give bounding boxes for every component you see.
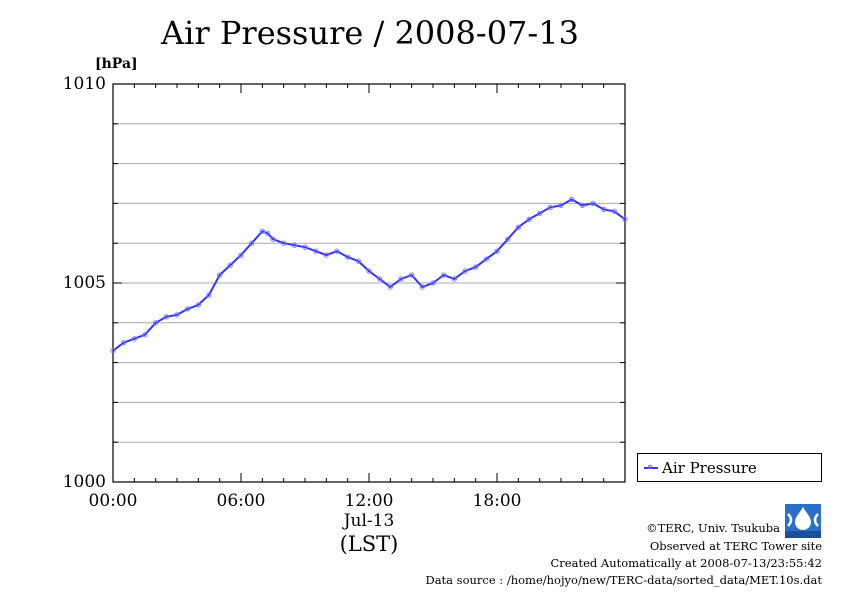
footer-source: Data source : /home/hojyo/new/TERC-data/… [425,573,822,587]
data-point [537,210,543,217]
data-point [345,254,351,260]
grid-lines [113,123,625,443]
data-point [249,240,255,246]
data-point [483,256,489,262]
data-point [163,314,169,320]
data-point [398,276,404,282]
data-point [473,264,479,270]
data-point [355,258,361,264]
data-point [195,302,201,308]
data-point [174,312,180,318]
axis-ticks [112,83,626,483]
data-point [366,268,372,274]
x-tick-label: 00:00 [88,491,138,511]
data-point [270,236,276,242]
data-point [334,248,340,254]
data-point [377,276,383,282]
x-date-label: Jul-13 [343,511,395,531]
legend: Air Pressure [637,453,822,482]
data-point [281,240,287,246]
data-point [323,252,329,258]
data-point [291,242,297,248]
chart-title: Air Pressure / 2008-07-13 [161,14,579,52]
y-axis-unit: [hPa] [95,56,138,72]
data-point [430,280,436,286]
data-point [547,204,553,211]
y-tick-label: 1010 [62,74,106,94]
legend-swatch [644,464,658,469]
data-point [313,248,319,254]
series-air-pressure [110,196,628,354]
data-point [409,272,415,278]
footer-copyright: ©TERC, Univ. Tsukuba [646,521,780,535]
data-point [515,224,521,230]
data-point [206,292,212,298]
y-tick-label: 1005 [62,273,106,293]
data-point [419,284,425,290]
data-point [441,272,447,278]
data-point [153,320,159,326]
data-point [259,228,265,234]
data-point [494,248,500,254]
footer-created: Created Automatically at 2008-07-13/23:5… [550,556,823,570]
data-point [526,216,532,222]
legend-label: Air Pressure [662,458,757,477]
data-point [121,340,127,346]
data-point [302,244,308,250]
data-point [579,202,585,209]
data-point [217,272,223,278]
x-axis-label: (LST) [339,532,399,556]
data-point [131,336,137,342]
data-point [227,262,233,268]
y-tick-label: 1000 [62,472,106,492]
data-point [601,206,607,213]
data-point [185,306,191,312]
x-tick-label: 18:00 [472,491,522,511]
data-point [142,332,148,338]
footer-observed: Observed at TERC Tower site [649,539,822,553]
terc-logo-icon [785,504,821,538]
data-point [387,284,393,290]
data-point [611,208,617,215]
data-point [110,348,116,354]
data-point [451,276,457,282]
series-line [112,198,626,352]
data-point [238,252,244,258]
data-point [590,200,596,207]
data-point [622,216,628,222]
data-point [265,230,271,236]
data-point [505,236,511,242]
data-point [569,196,575,203]
x-tick-label: 12:00 [344,491,394,511]
x-tick-label: 06:00 [216,491,266,511]
data-point [462,268,468,274]
data-point [558,202,564,209]
